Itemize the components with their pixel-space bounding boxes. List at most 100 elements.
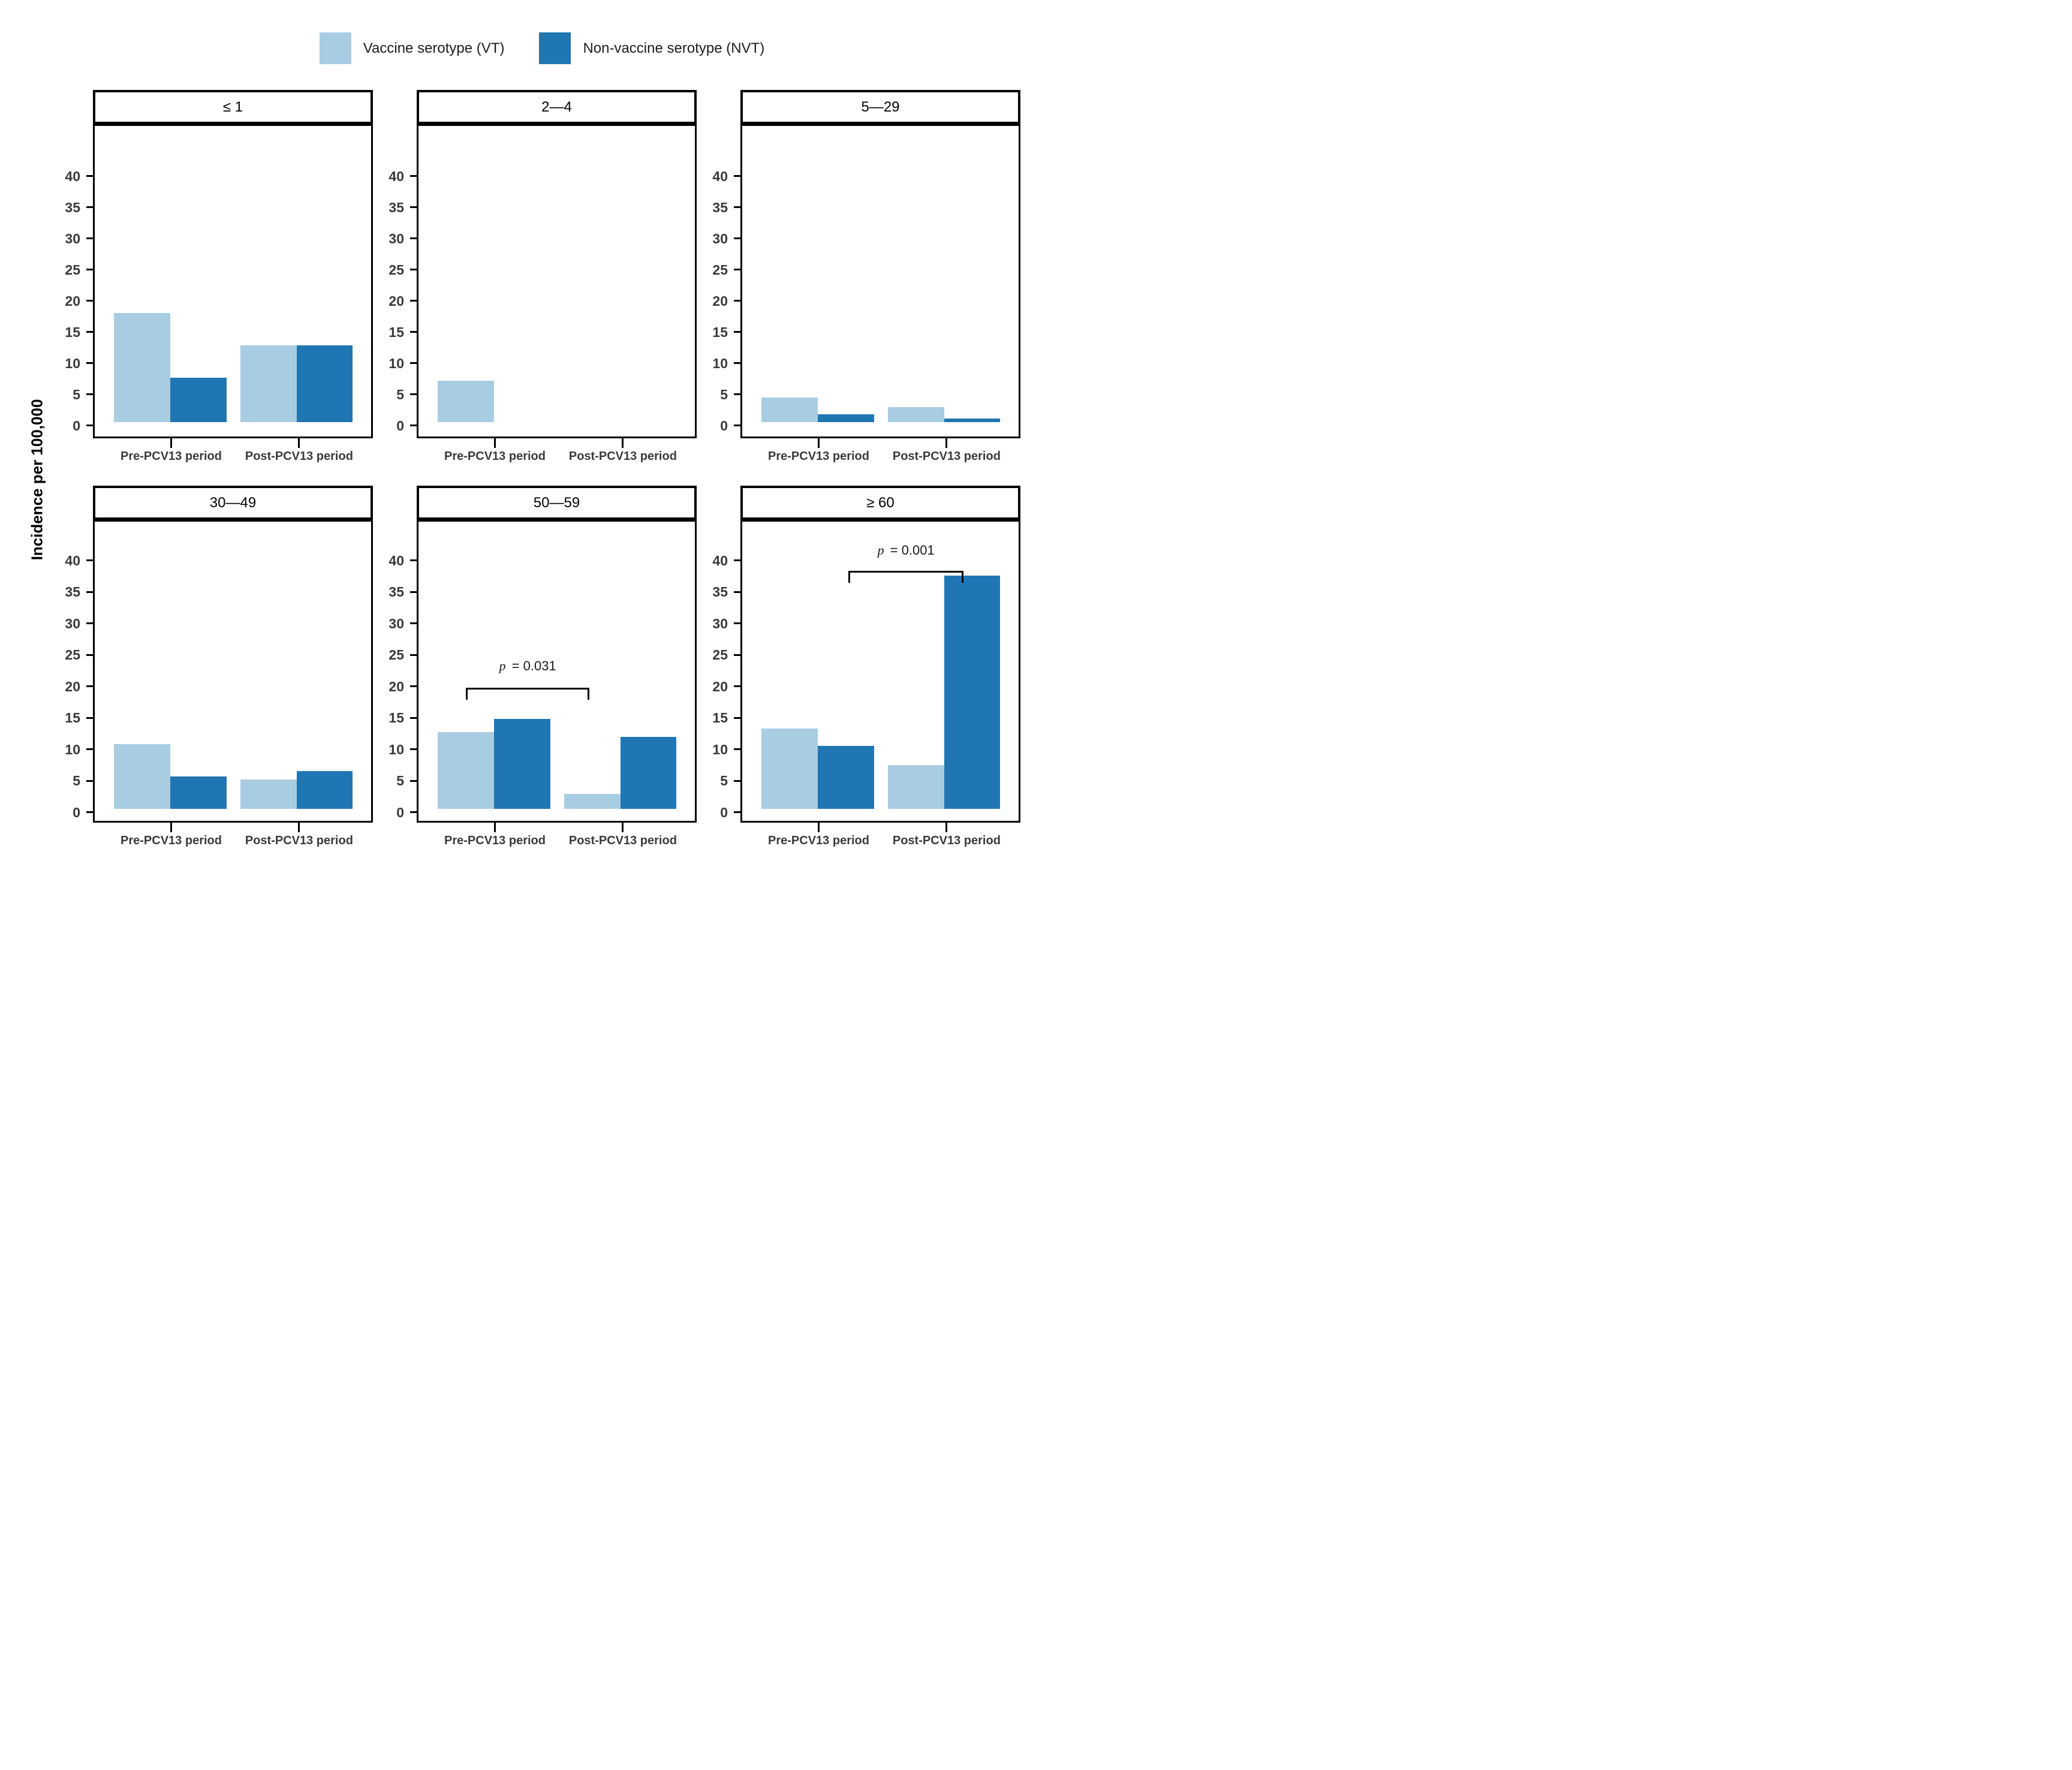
y-tick-label: 20 bbox=[389, 293, 404, 309]
vt-bar-pre bbox=[438, 732, 494, 809]
y-tick-mark bbox=[410, 300, 418, 302]
y-tick-mark bbox=[410, 622, 418, 624]
y-tick-label: 20 bbox=[712, 293, 728, 309]
y-tick-label: 35 bbox=[389, 199, 404, 215]
y-tick-mark bbox=[410, 269, 418, 270]
y-tick-mark bbox=[86, 779, 95, 782]
vt-bar-post bbox=[240, 345, 297, 422]
facet-plot-area: 0 5 10 15 20 25 30 35 40 Pre-PCV13 period Post-PCV… bbox=[712, 124, 1020, 463]
y-tick-label: 15 bbox=[712, 324, 728, 340]
y-tick-mark bbox=[86, 717, 95, 719]
legend-label-nvt: Non-vaccine serotype (NVT) bbox=[583, 40, 765, 56]
y-tick-mark bbox=[410, 237, 418, 239]
facet-title: 2—4 bbox=[541, 98, 572, 115]
x-tick-mark bbox=[817, 438, 820, 448]
y-tick-label: 30 bbox=[389, 615, 404, 631]
facet-plot-area: 0 5 10 15 20 25 30 35 40 Pre-PCV13 period Post-PCV… bbox=[389, 124, 697, 463]
y-tick-mark bbox=[734, 559, 742, 561]
y-tick-mark bbox=[86, 331, 95, 333]
y-tick-mark bbox=[86, 362, 95, 364]
facet-plot-area: 0 5 10 15 20 25 30 35 40 Pre-PCV13 period Post-PCV… bbox=[712, 520, 1020, 847]
y-tick-mark bbox=[410, 331, 418, 333]
x-tick-label: Post-PCV13 period bbox=[245, 450, 353, 463]
y-tick-mark bbox=[734, 779, 742, 782]
y-tick-label: 5 bbox=[720, 773, 728, 788]
significance-bracket bbox=[466, 687, 589, 700]
y-tick-label: 5 bbox=[396, 386, 404, 402]
y-tick-label: 40 bbox=[65, 552, 80, 568]
y-tick-mark bbox=[86, 269, 95, 270]
y-tick-label: 10 bbox=[65, 741, 80, 757]
vt-bar-pre bbox=[438, 380, 494, 422]
y-tick-label: 35 bbox=[65, 199, 80, 215]
y-tick-label: 10 bbox=[389, 741, 404, 757]
y-tick-mark bbox=[410, 591, 418, 593]
y-tick-label: 20 bbox=[65, 678, 80, 694]
legend-item-vt: Vaccine serotype (VT) bbox=[319, 32, 505, 64]
y-tick-mark bbox=[410, 779, 418, 782]
x-tick-mark bbox=[945, 438, 948, 448]
y-tick-label: 40 bbox=[712, 552, 728, 568]
x-tick-label: Post-PCV13 period bbox=[892, 834, 1001, 847]
y-tick-mark bbox=[410, 175, 418, 177]
y-tick-label: 5 bbox=[73, 773, 80, 788]
x-tick-mark bbox=[817, 823, 820, 832]
y-tick-label: 0 bbox=[720, 417, 728, 434]
y-tick-mark bbox=[86, 654, 95, 656]
facet-title-strip: ≥ 60 bbox=[740, 486, 1020, 520]
nvt-bar-post bbox=[944, 419, 1001, 422]
y-tick-mark bbox=[86, 811, 95, 813]
y-tick-mark bbox=[734, 748, 742, 750]
x-tick-label: Post-PCV13 period bbox=[568, 450, 677, 463]
y-tick-mark bbox=[86, 175, 95, 177]
y-tick-label: 15 bbox=[65, 324, 80, 340]
nvt-bar-post bbox=[296, 770, 353, 809]
facet-title: ≥ 60 bbox=[866, 494, 895, 511]
facet-title-strip: 50—59 bbox=[417, 486, 697, 520]
y-tick-label: 20 bbox=[65, 293, 80, 309]
x-tick-label: Post-PCV13 period bbox=[568, 834, 677, 847]
significance-bracket bbox=[848, 571, 963, 583]
y-tick-label: 40 bbox=[65, 168, 80, 184]
legend-label-vt: Vaccine serotype (VT) bbox=[363, 40, 505, 56]
facet-title-strip: 2—4 bbox=[417, 90, 697, 124]
y-tick-mark bbox=[410, 748, 418, 750]
y-tick-label: 0 bbox=[73, 804, 80, 820]
x-tick-mark bbox=[493, 823, 496, 832]
y-tick-mark bbox=[734, 206, 742, 208]
y-tick-label: 0 bbox=[396, 417, 404, 434]
vt-bar-pre bbox=[114, 312, 170, 422]
y-tick-label: 15 bbox=[712, 710, 728, 726]
x-tick-label: Pre-PCV13 period bbox=[768, 834, 869, 847]
vt-color-swatch-icon bbox=[319, 32, 351, 64]
y-tick-label: 10 bbox=[65, 355, 80, 371]
y-tick-label: 25 bbox=[389, 647, 404, 663]
y-tick-mark bbox=[734, 269, 742, 270]
nvt-bar-post bbox=[620, 736, 677, 809]
nvt-bar-post bbox=[296, 345, 353, 422]
y-tick-mark bbox=[410, 811, 418, 813]
y-tick-label: 40 bbox=[712, 168, 728, 184]
y-tick-label: 0 bbox=[720, 804, 728, 820]
y-tick-label: 10 bbox=[389, 355, 404, 371]
x-tick-label: Pre-PCV13 period bbox=[768, 450, 869, 463]
y-tick-mark bbox=[734, 685, 742, 687]
facet-title-strip: 30—49 bbox=[93, 486, 373, 520]
y-tick-label: 5 bbox=[396, 773, 404, 788]
x-tick-label: Pre-PCV13 period bbox=[444, 450, 546, 463]
facet-plot-area: 0 5 10 15 20 25 30 35 40 Pre-PCV13 period Post-PCV… bbox=[389, 520, 697, 847]
y-tick-label: 40 bbox=[389, 168, 404, 184]
p-value-number: = 0.031 bbox=[508, 658, 556, 673]
y-tick-label: 0 bbox=[73, 417, 80, 434]
y-tick-mark bbox=[410, 685, 418, 687]
facet-title-strip: 5—29 bbox=[740, 90, 1020, 124]
y-tick-label: 20 bbox=[389, 678, 404, 694]
y-tick-label: 30 bbox=[389, 230, 404, 246]
facet-title: 30—49 bbox=[209, 494, 257, 511]
y-tick-label: 30 bbox=[65, 230, 80, 246]
y-tick-mark bbox=[410, 717, 418, 719]
facet-title-strip: ≤ 1 bbox=[93, 90, 373, 124]
y-tick-mark bbox=[86, 206, 95, 208]
y-tick-mark bbox=[410, 654, 418, 656]
y-tick-mark bbox=[86, 425, 95, 426]
